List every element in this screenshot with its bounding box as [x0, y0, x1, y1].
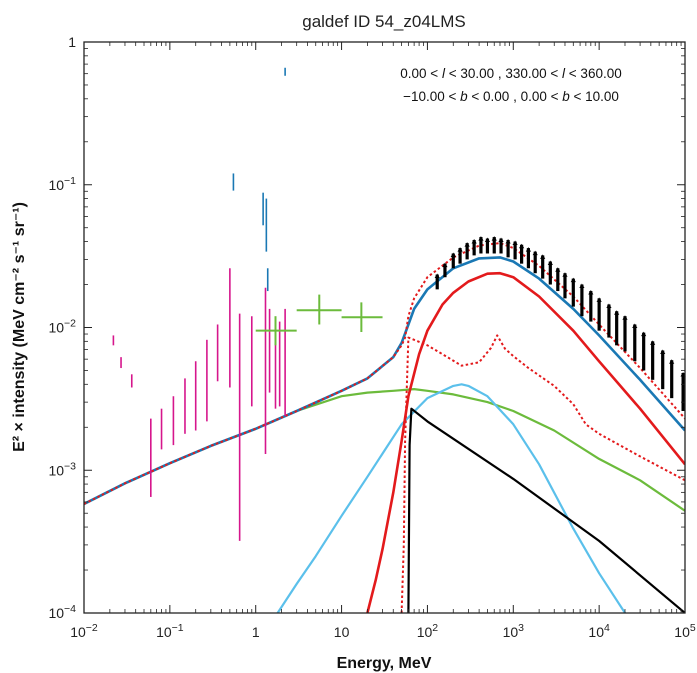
- chart-curves: [84, 242, 685, 613]
- x-tick-label: 102: [417, 622, 439, 640]
- data-point-egret-cap: [457, 247, 463, 252]
- data-point-egret-cap: [450, 252, 456, 257]
- annotation-latitude: −10.00 < b < 0.00 , 0.00 < b < 10.00: [403, 89, 619, 104]
- data-point-egret-cap: [641, 331, 647, 337]
- series-pion-dotted: [400, 334, 685, 613]
- data-point-egret-cap: [614, 310, 620, 315]
- x-tick-label: 10−1: [156, 622, 184, 640]
- series-total: [84, 256, 685, 506]
- y-tick-label: 10−2: [48, 318, 76, 336]
- x-tick-label: 105: [674, 622, 696, 640]
- x-axis-label: Energy, MeV: [337, 655, 432, 672]
- y-tick-label: 1: [68, 34, 76, 50]
- y-tick-label: 10−3: [48, 460, 76, 478]
- x-tick-label: 104: [588, 622, 610, 640]
- data-point-egret-cap: [579, 283, 585, 289]
- data-point-egret-cap: [622, 315, 628, 320]
- x-tick-label: 10−2: [70, 622, 98, 640]
- annotation-longitude: 0.00 < l < 30.00 , 330.00 < l < 360.00: [400, 66, 621, 81]
- data-point-egret-cap: [478, 236, 484, 241]
- data-point-egret-cap: [498, 237, 504, 243]
- data-point-egret-cap: [525, 247, 532, 252]
- series-ics: [276, 383, 626, 613]
- data-point-egret-cap: [650, 340, 656, 345]
- chart-ticks: 10−2 10−1 1 10 102 103 104 105 1 10−1 10−2 10−3 10−4: [48, 34, 695, 640]
- data-point-egret-cap: [547, 260, 553, 265]
- plot-frame: [83, 41, 686, 614]
- data-point-egret-cap: [588, 290, 594, 295]
- series-total-dotted: [84, 242, 685, 505]
- y-tick-label: 10−1: [48, 175, 76, 193]
- chart-title: galdef ID 54_z04LMS: [302, 12, 466, 31]
- data-point-egret-cap: [570, 277, 576, 283]
- data-point-egret-cap: [562, 272, 568, 277]
- data-point-egret-cap: [669, 359, 675, 364]
- series-pion: [366, 271, 685, 613]
- data-point-egret-cap: [442, 262, 448, 268]
- data-point-egret-cap: [471, 239, 477, 244]
- y-axis-label: E² × intensity (MeV cm⁻² s⁻¹ sr⁻¹): [11, 202, 28, 452]
- data-point-egret-cap: [606, 303, 612, 308]
- data-point-egret-cap: [491, 236, 497, 241]
- data-point-egret-cap: [434, 273, 440, 279]
- data-point-egret-cap: [484, 237, 491, 243]
- series-egb: [407, 407, 685, 613]
- x-tick-label: 10: [334, 624, 350, 640]
- data-point-egret-cap: [660, 349, 666, 355]
- x-tick-label: 103: [503, 622, 525, 640]
- data-point-egret-cap: [632, 323, 638, 328]
- data-point-egret-cap: [555, 267, 561, 272]
- data-point-egret-cap: [596, 297, 602, 302]
- chart-error-bars: [112, 67, 686, 541]
- data-point-egret-cap: [464, 242, 470, 247]
- data-point-egret-cap: [540, 254, 546, 259]
- data-point-egret-cap: [505, 239, 511, 244]
- y-tick-label: 10−4: [48, 603, 76, 621]
- data-point-egret-cap: [512, 240, 518, 246]
- data-point-egret-cap: [532, 250, 538, 256]
- x-tick-label: 1: [252, 624, 260, 640]
- data-point-egret-cap: [519, 243, 525, 249]
